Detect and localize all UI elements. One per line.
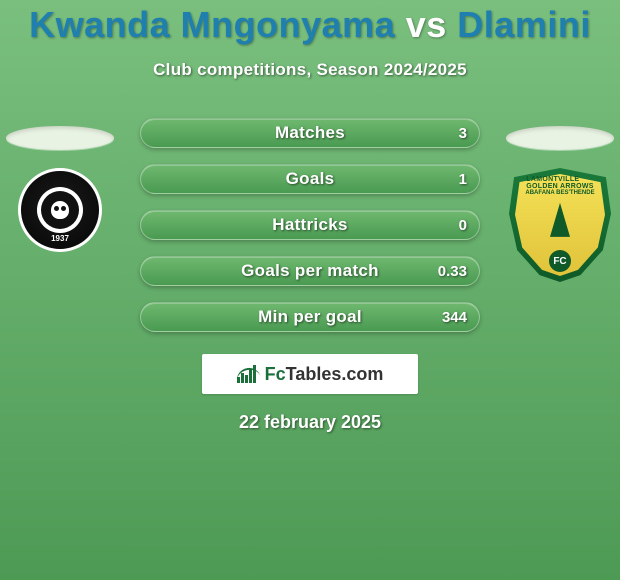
datestamp: 22 february 2025 [239,412,381,433]
watermark-text: FcTables.com [265,364,384,385]
watermark: FcTables.com [202,354,418,394]
stat-label: Matches [275,123,345,143]
team1-crest: 1937 [18,168,102,252]
stat-label: Min per goal [258,307,362,327]
subtitle: Club competitions, Season 2024/2025 [153,60,467,80]
stat-row: Matches 3 [140,118,480,148]
bars-chart-icon [237,365,259,383]
stats-list: Matches 3 Goals 1 Hattricks 0 Goals per match 0… [140,118,480,332]
team2-crest-slot: LAMONTVILLE GOLDEN ARROWS ABAFANA BES'TH… [506,126,614,282]
team2-crest: LAMONTVILLE GOLDEN ARROWS ABAFANA BES'TH… [509,168,611,282]
crest-base-ellipse [506,126,614,150]
team1-crest-slot: 1937 [6,126,114,252]
player2-name: Dlamini [457,4,591,45]
team1-crest-inner [41,191,79,229]
shield-band-top: LAMONTVILLE GOLDEN ARROWS [526,176,593,190]
player1-name: Kwanda Mngonyama [29,4,395,45]
stat-label: Hattricks [272,215,347,235]
stat-value-right: 1 [459,171,467,188]
vs-separator: vs [406,4,447,45]
stat-value-right: 344 [442,309,467,326]
stat-label: Goals [286,169,335,189]
shield-fc-badge: FC [549,250,571,272]
stat-value-right: 0 [459,217,467,234]
page-title: Kwanda Mngonyama vs Dlamini [29,4,591,46]
arrow-icon [550,203,570,237]
stat-row: Goals per match 0.33 [140,256,480,286]
crest-base-ellipse [6,126,114,150]
stat-row: Goals 1 [140,164,480,194]
comparison-card: Kwanda Mngonyama vs Dlamini Club competi… [0,0,620,580]
stat-value-right: 3 [459,125,467,142]
team1-year: 1937 [51,234,69,243]
watermark-suffix: Tables.com [286,364,384,384]
stat-row: Min per goal 344 [140,302,480,332]
stat-row: Hattricks 0 [140,210,480,240]
skull-icon [51,201,69,219]
stat-value-right: 0.33 [438,263,467,280]
watermark-prefix: Fc [265,364,286,384]
shield-band-bottom: ABAFANA BES'THENDE [525,190,594,196]
shield-icon: LAMONTVILLE GOLDEN ARROWS ABAFANA BES'TH… [509,168,611,282]
stat-label: Goals per match [241,261,379,281]
